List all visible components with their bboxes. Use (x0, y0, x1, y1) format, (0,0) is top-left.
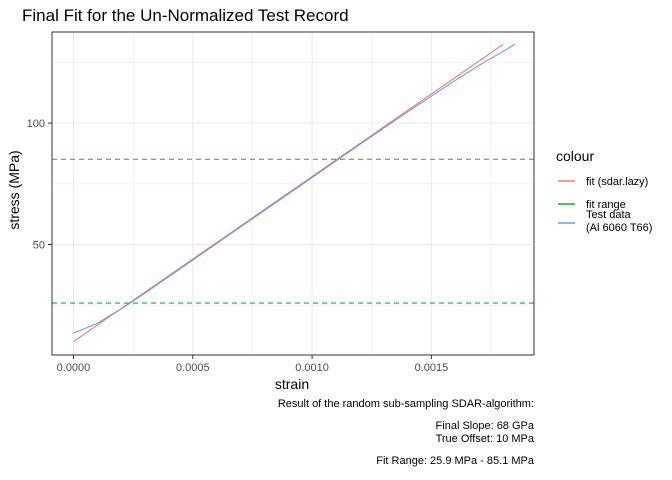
legend-label: (Al 6060 T66) (586, 222, 652, 234)
legend-label: fit range (586, 199, 626, 211)
x-tick-label: 0.0000 (57, 362, 91, 374)
legend-label: fit (sdar.lazy) (586, 176, 648, 188)
y-tick-label: 100 (27, 118, 45, 130)
y-axis-title: stress (MPa) (6, 150, 22, 229)
plot-panel (52, 32, 534, 355)
x-tick-label: 0.0005 (176, 362, 210, 374)
y-tick-label: 50 (33, 240, 45, 252)
x-axis-title: strain (275, 376, 309, 392)
panel-border (51, 31, 535, 356)
chart-title: Final Fit for the Un-Normalized Test Rec… (22, 6, 349, 25)
x-tick-label: 0.0010 (295, 362, 329, 374)
caption: Result of the random sub-sampling SDAR-a… (278, 398, 535, 467)
caption-line: Final Slope: 68 GPa (436, 420, 535, 432)
test-data-line (73, 43, 516, 334)
x-tick-label: 0.0015 (415, 362, 449, 374)
caption-line: True Offset: 10 MPa (436, 433, 535, 445)
caption-line: Fit Range: 25.9 MPa - 85.1 MPa (376, 455, 535, 467)
caption-line: Result of the random sub-sampling SDAR-a… (278, 398, 534, 410)
fit-line (73, 43, 504, 343)
legend-title: colour (556, 148, 594, 164)
legend-label: Test data (586, 209, 632, 221)
